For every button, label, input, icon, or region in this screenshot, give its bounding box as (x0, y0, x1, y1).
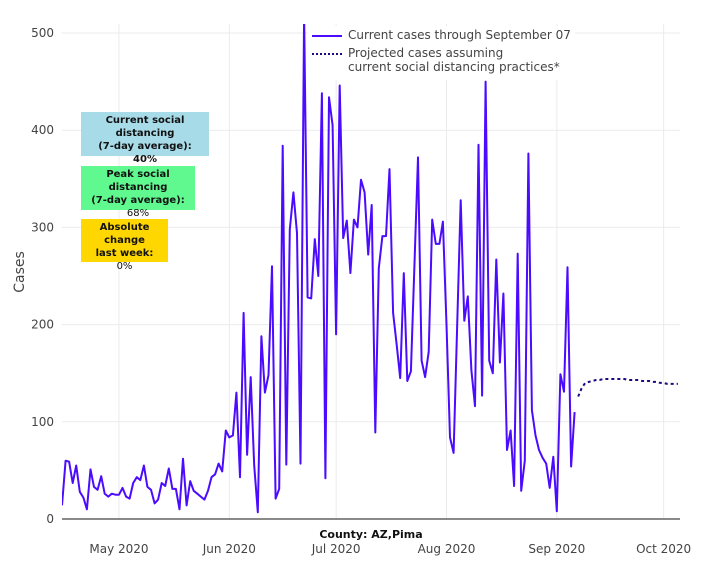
legend-item-projected[interactable]: Projected cases assuming current social … (312, 46, 571, 74)
x-tick-label: Oct 2020 (636, 542, 691, 556)
legend: Current cases through September 07 Proje… (308, 26, 575, 80)
annotation-value: 0% (116, 261, 133, 272)
annotation-value: 68% (126, 208, 150, 219)
annotation-current-distancing: Current social distancing (7-day average… (81, 112, 209, 165)
current-cases-line (62, 24, 576, 514)
annotation-title-line: (7-day average): (91, 195, 185, 206)
y-axis-title: Cases (12, 251, 28, 293)
annotation-value: 40% (133, 154, 157, 165)
x-axis-title: County: AZ,Pima (319, 528, 422, 541)
legend-label: Projected cases assuming (348, 46, 504, 60)
x-tick-label: Sep 2020 (528, 542, 585, 556)
annotation-title-line: Absolute change (99, 222, 150, 246)
projected-cases-line (577, 378, 678, 397)
annotation-title-line: Peak social distancing (106, 169, 170, 193)
x-tick-label: Jun 2020 (202, 542, 256, 556)
solid-line-icon (312, 28, 342, 42)
y-tick-label: 100 (31, 415, 54, 429)
legend-item-current[interactable]: Current cases through September 07 (312, 28, 571, 42)
annotation-title-line: last week: (95, 248, 154, 259)
y-tick-label: 400 (31, 123, 54, 137)
annotation-title-line: (7-day average): (98, 141, 192, 152)
annotation-peak-distancing: Peak social distancing (7-day average): … (81, 166, 195, 219)
legend-label: current social distancing practices* (348, 60, 560, 74)
y-tick-label: 0 (46, 512, 54, 526)
x-tick-label: Aug 2020 (418, 542, 476, 556)
annotation-absolute-change: Absolute change last week: 0% (81, 219, 168, 272)
y-tick-label: 200 (31, 318, 54, 332)
y-tick-label: 300 (31, 220, 54, 234)
legend-label: Current cases through September 07 (348, 28, 571, 42)
annotation-title-line: Current social distancing (105, 115, 185, 139)
dotted-line-icon (312, 46, 342, 60)
y-tick-label: 500 (31, 26, 54, 40)
x-tick-label: Jul 2020 (311, 542, 361, 556)
x-tick-label: May 2020 (89, 542, 148, 556)
